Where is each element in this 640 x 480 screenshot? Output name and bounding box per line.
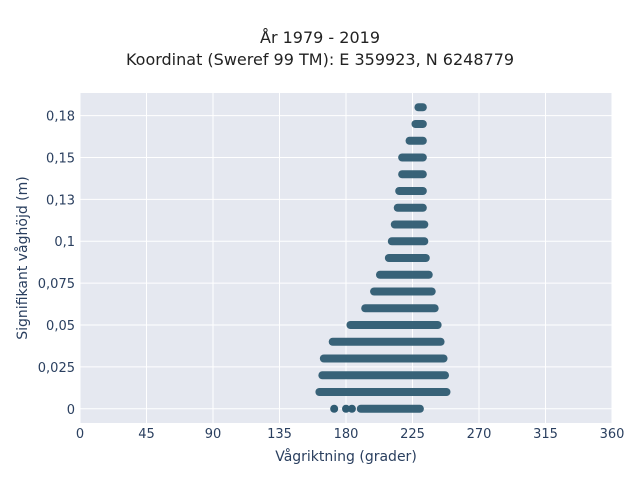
chart-title-line-2: Koordinat (Sweref 99 TM): E 359923, N 62… <box>125 50 515 69</box>
chart-title-line-1: År 1979 - 2019 <box>260 28 380 47</box>
x-axis-ticks: 0 45 90 135 180 225 270 315 360 <box>76 427 625 442</box>
x-tick-label: 45 <box>138 427 155 442</box>
x-tick-label: 315 <box>533 427 558 442</box>
grid <box>79 93 613 423</box>
y-tick-label: 0,18 <box>46 110 75 125</box>
x-tick-label: 135 <box>267 427 292 442</box>
y-axis-label: Signifikant våghöjd (m) <box>14 176 31 339</box>
y-tick-label: 0,1 <box>54 235 75 250</box>
y-tick-label: 0,025 <box>38 361 75 376</box>
x-tick-label: 270 <box>467 427 492 442</box>
x-tick-label: 225 <box>400 427 425 442</box>
y-tick-label: 0 <box>67 403 75 418</box>
y-tick-label: 0,15 <box>46 151 75 166</box>
x-tick-label: 0 <box>76 427 84 442</box>
scatter-points <box>315 103 451 413</box>
y-axis-ticks: 0 0,025 0,05 0,075 0,1 0,13 0,15 0,18 <box>38 110 75 418</box>
scatter-point <box>342 404 350 413</box>
y-tick-label: 0,075 <box>38 277 75 292</box>
scatter-point <box>330 404 339 413</box>
y-tick-label: 0,05 <box>46 319 75 334</box>
x-tick-label: 90 <box>205 427 222 442</box>
x-tick-label: 360 <box>600 427 625 442</box>
scatter-point <box>347 404 356 413</box>
x-tick-label: 180 <box>334 427 359 442</box>
y-tick-label: 0,13 <box>46 193 75 208</box>
x-axis-label: Vågriktning (grader) <box>275 448 417 465</box>
